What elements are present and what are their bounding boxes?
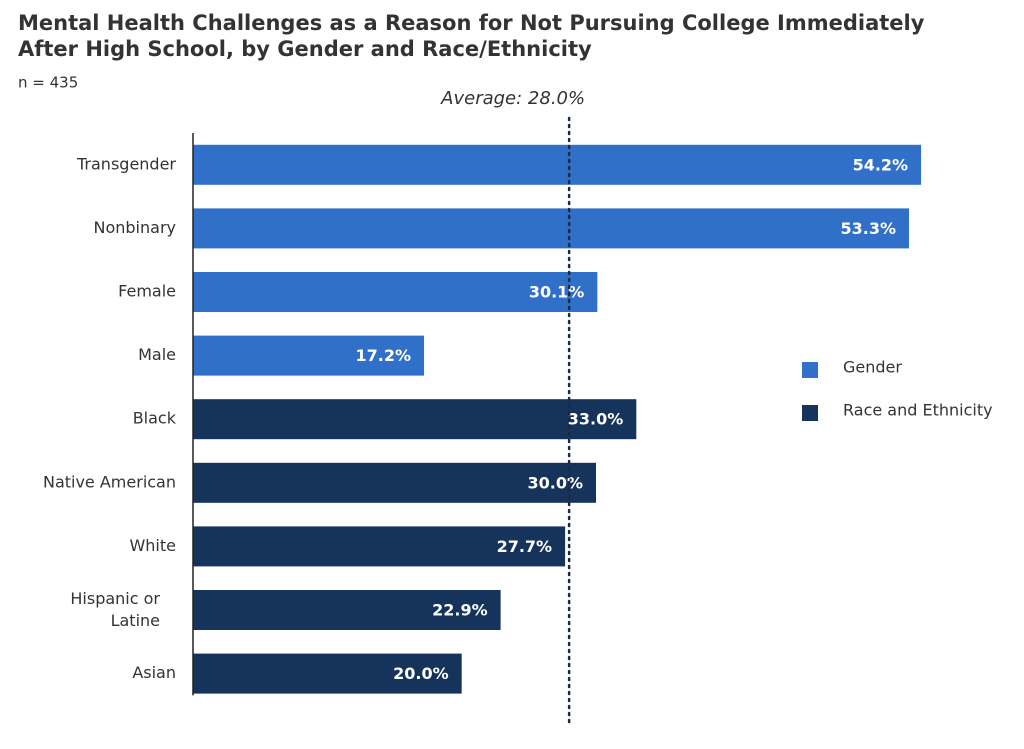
bar [193,526,566,567]
y-tick-label: Black [133,409,177,428]
y-tick-label: Transgender [76,154,176,173]
value-label: 30.1% [529,283,585,302]
value-label: 54.2% [853,155,909,174]
legend-label: Race and Ethnicity [843,401,993,420]
legend-swatch [802,405,818,421]
value-label: 33.0% [568,410,624,429]
value-label: 22.9% [432,601,488,620]
bar [193,208,909,249]
bar [193,653,462,694]
y-tick-label: White [129,536,176,555]
chart-title: Mental Health Challenges as a Reason for… [18,11,925,61]
value-label: 17.2% [356,346,412,365]
bar [193,144,922,185]
bar [193,272,598,312]
bar [193,335,425,376]
bar [193,590,501,630]
bar [193,462,596,503]
legend-swatch [802,362,818,378]
legend-label: Gender [843,358,902,377]
average-label: Average: 28.0% [440,88,585,109]
subtitle: n = 435 [18,74,78,92]
y-tick-label: Male [138,345,176,364]
y-tick-label: Female [118,282,176,301]
value-label: 20.0% [393,664,449,683]
y-tick-label: Nonbinary [94,218,177,237]
value-label: 53.3% [840,219,896,238]
bar [193,399,637,440]
value-label: 27.7% [497,537,553,556]
y-tick-label: Asian [132,663,176,682]
value-label: 30.0% [527,473,583,492]
y-tick-label: Native American [43,472,176,491]
y-tick-label: Hispanic or Latine [70,589,160,630]
